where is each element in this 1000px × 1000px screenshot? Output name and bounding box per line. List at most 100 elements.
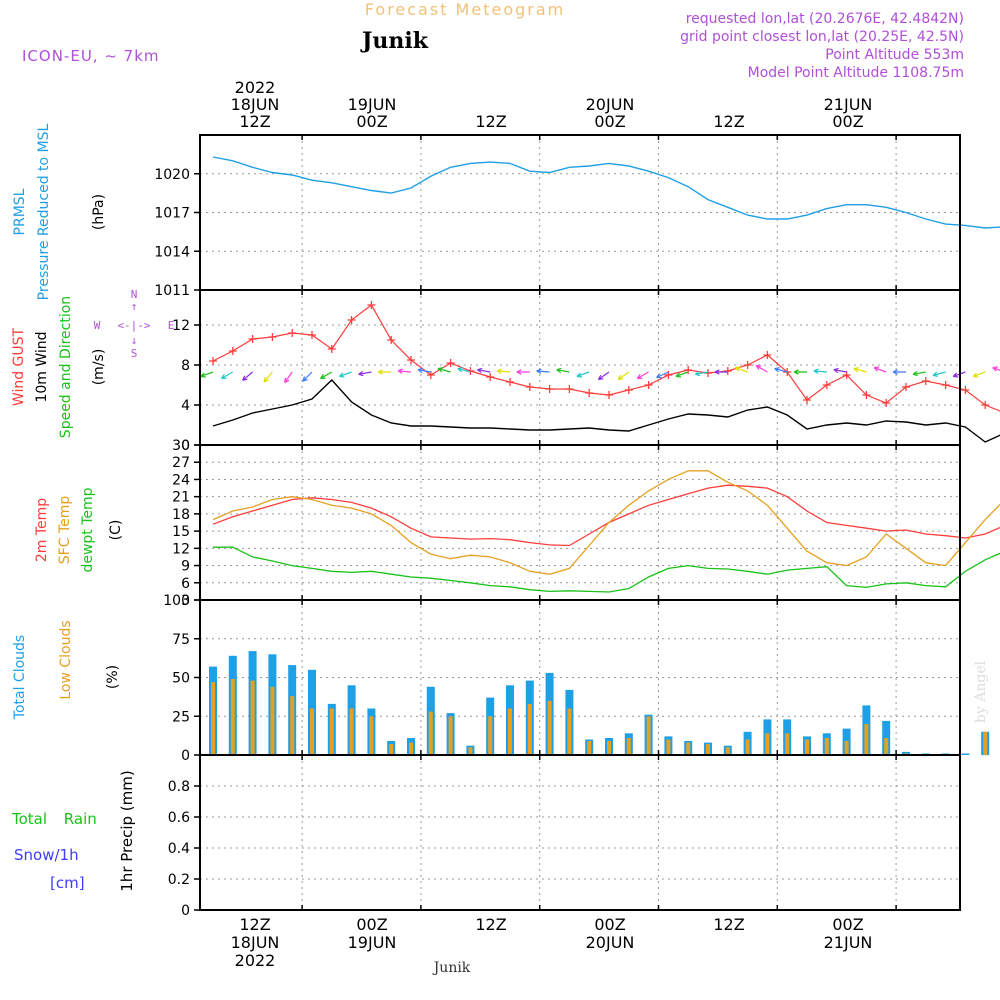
low-cloud-bar xyxy=(389,744,394,755)
low-cloud-bar xyxy=(329,708,334,755)
panel-frame xyxy=(199,444,961,601)
wind-direction-arrow xyxy=(284,371,293,384)
temperature-panel-labels: 2m Temp SFC Temp dewpt Temp (C) xyxy=(34,487,124,572)
top-year-label: 2022 xyxy=(235,78,276,97)
clouds-unit: (%) xyxy=(105,665,121,689)
wind-direction-arrow xyxy=(477,367,491,374)
gust-marker xyxy=(565,385,574,393)
total-cloud-bar xyxy=(902,751,910,755)
y-tick-label: 0 xyxy=(181,903,190,919)
clouds-ylabel-low: Low Clouds xyxy=(58,620,74,699)
gust-marker xyxy=(842,371,851,379)
top-hour-label: 00Z xyxy=(832,112,863,131)
gust-marker xyxy=(981,401,990,409)
top-day-label: 21JUN xyxy=(824,95,873,114)
wind-direction-arrow xyxy=(576,371,590,378)
y-tick-label: 75 xyxy=(172,632,190,648)
compass-east: E xyxy=(168,319,175,332)
top-hour-label: 00Z xyxy=(594,112,625,131)
gust-marker xyxy=(387,336,396,344)
wind-direction-arrow xyxy=(912,370,926,377)
wind-direction-arrow xyxy=(437,367,451,373)
wind-direction-arrow xyxy=(932,371,946,377)
low-cloud-bar xyxy=(587,741,592,755)
low-cloud-bar xyxy=(270,686,275,755)
low-cloud-bar xyxy=(527,703,532,755)
low-cloud-bar xyxy=(369,716,374,756)
wind-direction-arrow xyxy=(457,367,471,373)
low-cloud-bar xyxy=(725,747,730,756)
y-tick-label: 12 xyxy=(172,318,190,334)
gust-marker xyxy=(743,361,752,369)
gust-marker xyxy=(941,381,950,389)
low-cloud-bar xyxy=(824,738,829,755)
gridpoint-coords: grid point closest lon,lat (20.25E, 42.5… xyxy=(680,29,964,45)
y-tick-label: 1017 xyxy=(154,206,190,222)
bottom-hour-label: 12Z xyxy=(713,915,744,934)
wind-ylabel-gust: Wind GUST xyxy=(11,327,27,406)
low-cloud-bar xyxy=(686,742,691,755)
y-tick-label: 1014 xyxy=(154,244,190,260)
gust-marker xyxy=(763,351,772,359)
point-altitude: Point Altitude 553m xyxy=(825,47,964,63)
wind-direction-arrow xyxy=(320,371,333,380)
low-cloud-bar xyxy=(884,738,889,755)
gust-marker xyxy=(308,331,316,339)
y-tick-label: 21 xyxy=(172,490,190,506)
top-day-label: 19JUN xyxy=(348,95,397,114)
temp2m-curve xyxy=(212,484,1000,547)
pressure-ylabel-1: PRMSL xyxy=(12,188,28,235)
low-cloud-bar xyxy=(844,741,849,755)
compass-lower-arm: ↓ xyxy=(131,334,138,347)
bottom-hour-label: 00Z xyxy=(594,915,625,934)
dewpt-curve xyxy=(213,546,1000,593)
compass-south: S xyxy=(131,347,138,360)
temp-ylabel-2m: 2m Temp xyxy=(34,498,50,562)
requested-coords: requested lon,lat (20.2676E, 42.4842N) xyxy=(686,11,964,27)
y-tick-label: 1011 xyxy=(154,283,190,299)
wind-direction-arrow xyxy=(675,371,689,378)
precip-panel-labels: Total Rain Snow/1h [cm] 1hr Precip (mm) xyxy=(11,770,136,892)
gust-marker xyxy=(644,381,653,389)
y-tick-label: 30 xyxy=(172,438,190,454)
y-tick-label: 8 xyxy=(181,358,190,374)
wind-direction-arrow xyxy=(377,369,392,375)
top-hour-label: 12Z xyxy=(475,112,506,131)
total-cloud-bar xyxy=(961,753,970,755)
low-cloud-bar xyxy=(567,708,572,755)
gust-marker xyxy=(407,356,415,364)
y-tick-label: 0.6 xyxy=(168,810,190,826)
gust-marker xyxy=(545,385,554,393)
wind-direction-arrow xyxy=(873,366,887,373)
low-cloud-bar xyxy=(785,733,790,755)
bottom-day-label: 19JUN xyxy=(348,933,397,952)
gust-marker xyxy=(327,345,336,353)
low-cloud-bar xyxy=(349,708,354,755)
compass-upper-arm: ↑ xyxy=(131,300,138,313)
bottom-hour-label: 00Z xyxy=(356,915,387,934)
wind-direction-arrow xyxy=(833,367,847,374)
wind-direction-arrow xyxy=(496,368,511,374)
y-tick-label: 12 xyxy=(172,541,190,557)
top-day-label: 18JUN xyxy=(231,95,280,114)
low-cloud-bar xyxy=(508,708,512,755)
y-tick-label: 50 xyxy=(172,671,190,687)
low-cloud-bar xyxy=(468,747,473,756)
wind-direction-arrow xyxy=(636,371,649,380)
panel-frame xyxy=(199,754,961,911)
temp-ylabel-sfc: SFC Temp xyxy=(57,496,73,565)
gust-marker xyxy=(585,389,594,397)
gust-marker xyxy=(882,399,891,407)
bottom-day-label: 20JUN xyxy=(586,933,635,952)
wind-direction-arrow xyxy=(774,367,788,373)
wind-direction-arrow xyxy=(397,368,412,374)
low-cloud-bar xyxy=(211,682,215,755)
y-tick-label: 25 xyxy=(172,709,190,725)
wind-direction-arrow xyxy=(302,371,313,382)
gust-curve xyxy=(212,304,1000,412)
temp-unit: (C) xyxy=(108,520,124,541)
wind-direction-arrow xyxy=(242,371,253,381)
y-tick-label: 9 xyxy=(181,559,190,575)
low-cloud-bar xyxy=(864,724,869,755)
